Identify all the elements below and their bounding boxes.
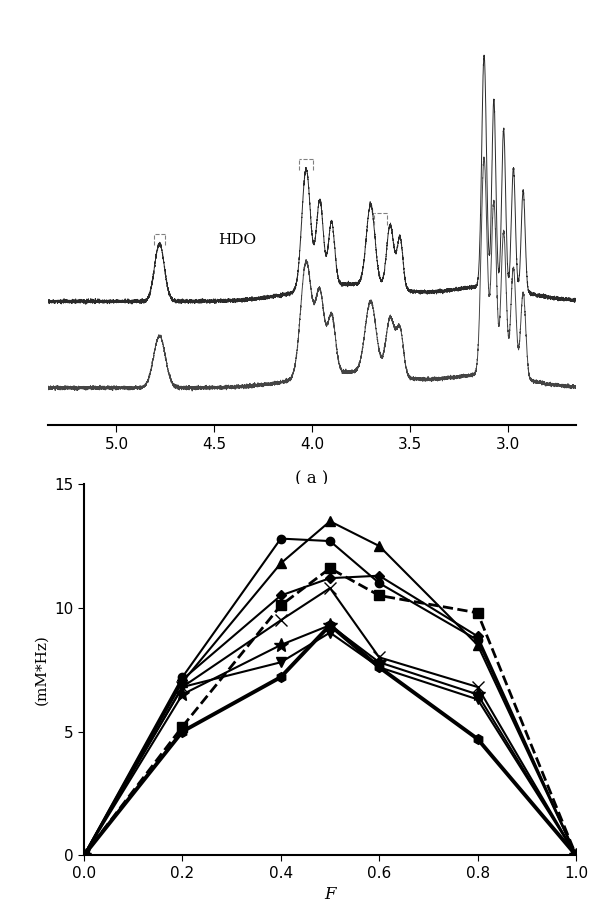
Text: HDO: HDO <box>218 233 256 247</box>
X-axis label: F: F <box>324 886 336 903</box>
Y-axis label: (mM*Hz): (mM*Hz) <box>35 634 49 705</box>
Text: ( a ): ( a ) <box>295 471 329 488</box>
